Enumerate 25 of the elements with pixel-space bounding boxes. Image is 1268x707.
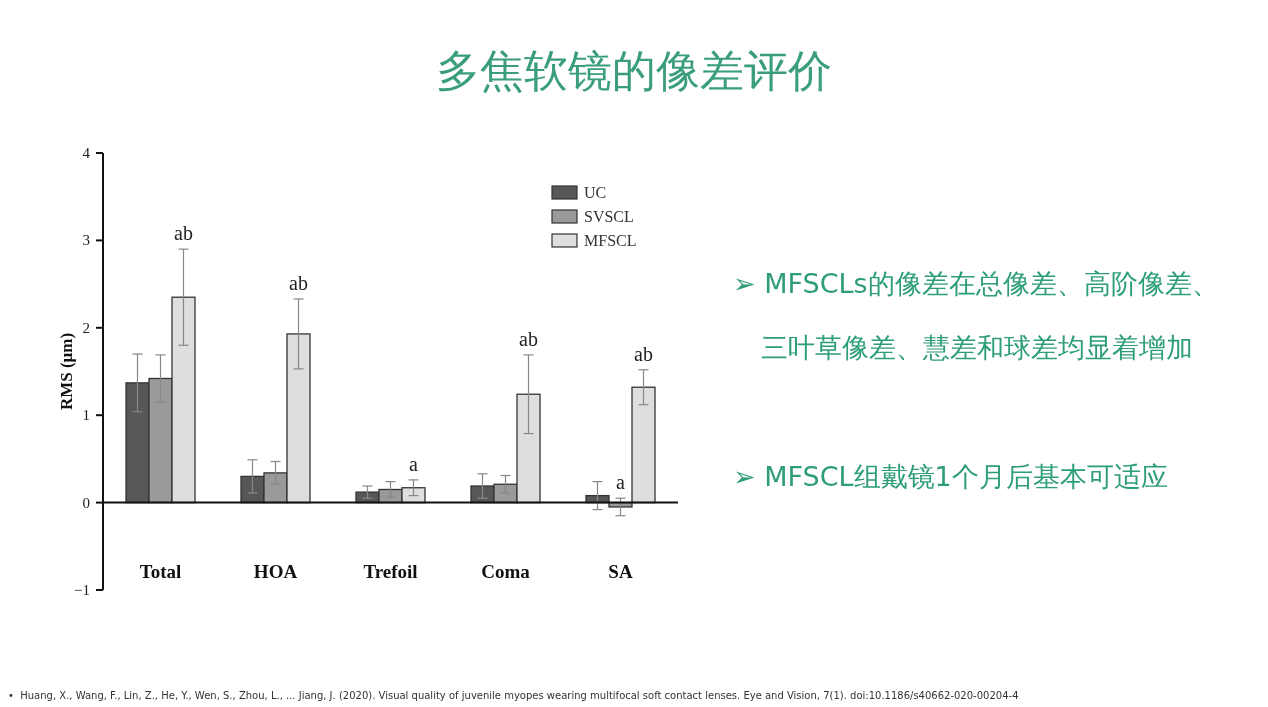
y-tick-label: 0 xyxy=(82,494,90,511)
y-axis-title: RMS (μm) xyxy=(57,332,76,411)
text: ➢ MFSCL组戴镜1个月后基本可适应 xyxy=(733,460,1169,494)
y-tick-label: 3 xyxy=(82,232,90,249)
annotation: a xyxy=(616,471,626,494)
text: ➢ MFSCLs的像差在总像差、高阶像差、三叶草像差、慧差和球差均显着增加 xyxy=(733,268,1219,363)
y-tick-label: 1 xyxy=(82,407,90,424)
annotation: ab xyxy=(174,222,193,245)
x-tick-label: SA xyxy=(608,561,633,582)
x-tick-label: HOA xyxy=(253,561,298,582)
y-tick-label: 4 xyxy=(82,145,91,161)
legend-label: UC xyxy=(584,184,607,201)
legend-label: SVSCL xyxy=(584,208,634,225)
y-tick-label: −1 xyxy=(74,582,90,598)
annotation: ab xyxy=(519,327,538,350)
x-tick-label: Total xyxy=(139,561,182,582)
x-tick-label: Trefoil xyxy=(363,561,418,582)
annotation: a xyxy=(409,452,419,475)
annotation: ab xyxy=(289,271,308,294)
y-tick-label: 2 xyxy=(82,319,90,336)
legend-label: MFSCL xyxy=(584,232,637,249)
chart-title: 多焦软镜的像差评价 xyxy=(435,44,833,98)
annotation: ab xyxy=(634,342,653,365)
x-tick-label: Coma xyxy=(481,561,531,582)
text: • Huang, X., Wang, F., Lin, Z., He, Y., Wen, S., Zhou, L., ... Jiang, J. (2020). Visual quality of juvenile myopes wearing multifocal soft contact lenses. Eye and Vision, 7(1). doi:10.1186/s40662-020-00204-4 xyxy=(8,690,1019,701)
